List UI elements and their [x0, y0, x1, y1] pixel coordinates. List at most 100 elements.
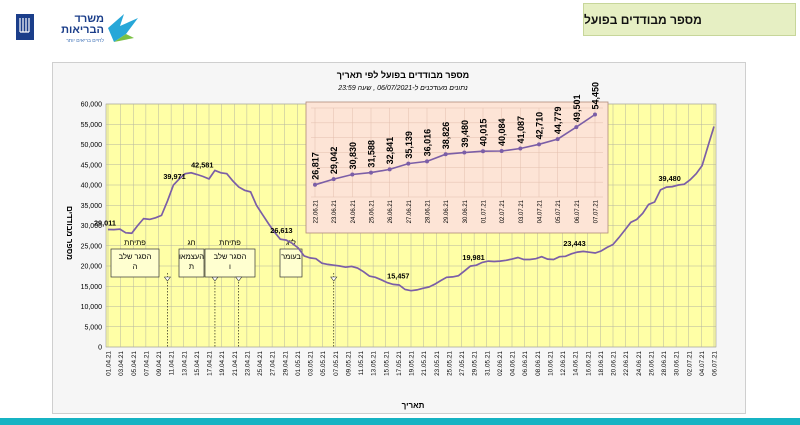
inset-x-tick-label: 30.06.21 [463, 199, 469, 223]
inset-value-label: 29,042 [329, 147, 339, 175]
x-tick-label: 16.06.21 [585, 351, 592, 376]
x-tick-label: 21.04.21 [232, 351, 239, 376]
annotation-text: העצמאו [179, 252, 204, 261]
x-tick-label: 08.06.21 [535, 351, 542, 376]
y-tick-label: 0 [98, 345, 102, 352]
x-tick-label: 13.04.21 [181, 351, 188, 376]
x-tick-label: 23.05.21 [434, 351, 441, 376]
inset-value-label: 36,016 [423, 129, 433, 157]
x-tick-label: 01.04.21 [106, 351, 113, 376]
inset-point [499, 149, 504, 154]
x-tick-label: 01.05.21 [295, 351, 302, 376]
y-tick-label: 55,000 [81, 122, 103, 129]
data-label: 39,480 [658, 174, 680, 183]
annotation-text: הסגר שלב [214, 252, 247, 261]
y-tick-label: 60,000 [81, 102, 103, 109]
x-tick-label: 04.06.21 [510, 351, 517, 376]
x-tick-label: 12.06.21 [560, 351, 567, 376]
x-tick-label: 06.06.21 [522, 351, 529, 376]
chart-frame: מספר מבודדים בפועל לפי תאריך נתונים מעוד… [52, 62, 746, 414]
ministry-logo: משרד הבריאות לחיים בריאים יותר [12, 8, 142, 48]
x-tick-label: 11.04.21 [169, 351, 176, 376]
inset-point [313, 182, 317, 187]
footer-bar [0, 418, 800, 425]
y-tick-label: 45,000 [81, 162, 103, 169]
data-label: 19,981 [462, 253, 484, 262]
x-tick-label: 26.06.21 [648, 351, 655, 376]
inset-value-label: 31,588 [367, 140, 377, 168]
inset-value-label: 30,830 [348, 142, 358, 170]
y-tick-label: 30,000 [81, 223, 103, 230]
inset-value-label: 39,480 [460, 120, 470, 148]
inset-point [406, 161, 411, 166]
x-tick-label: 09.05.21 [345, 351, 352, 376]
inset-x-tick-label: 28.06.21 [426, 199, 432, 223]
x-tick-label: 13.05.21 [371, 351, 378, 376]
inset-x-tick-label: 05.07.21 [556, 199, 562, 223]
inset-point [331, 177, 336, 182]
x-tick-label: 15.05.21 [383, 351, 390, 376]
y-tick-label: 35,000 [81, 203, 103, 210]
y-tick-label: 5,000 [84, 324, 102, 331]
inset-value-label: 32,841 [385, 137, 395, 165]
chart-title: מספר מבודדים בפועל לפי תאריך [337, 70, 469, 80]
x-tick-label: 02.06.21 [497, 351, 504, 376]
annotation-arrow-icon [330, 276, 338, 282]
x-tick-label: 05.04.21 [131, 351, 138, 376]
x-tick-label: 23.04.21 [244, 351, 251, 376]
x-tick-label: 14.06.21 [573, 351, 580, 376]
x-tick-label: 19.05.21 [409, 351, 416, 376]
data-label: 26,613 [270, 226, 292, 235]
x-tick-label: 24.06.21 [636, 351, 643, 376]
x-tick-label: 05.05.21 [320, 351, 327, 376]
x-tick-label: 31.05.21 [484, 351, 491, 376]
inset-point [369, 170, 373, 175]
bird-logo-icon [108, 14, 138, 42]
x-tick-label: 25.05.21 [446, 351, 453, 376]
slide-title-box: מספר מבודדים בפועל [583, 3, 796, 36]
inset-value-label: 41,087 [516, 116, 526, 144]
inset-point [425, 159, 429, 164]
y-tick-label: 15,000 [81, 284, 103, 291]
annotation-text: ה [133, 262, 138, 271]
annotation-text: בעומר [281, 252, 301, 261]
annotation-text: ת [189, 262, 194, 271]
data-label: 29,011 [94, 219, 116, 228]
inset-value-label: 42,710 [535, 112, 545, 140]
inset-x-tick-label: 24.06.21 [351, 199, 357, 223]
annotation-arrow-icon [163, 276, 172, 282]
data-label: 23,443 [563, 239, 585, 248]
inset-value-label: 54,450 [591, 82, 601, 110]
x-tick-label: 18.06.21 [598, 351, 605, 376]
inset-point [350, 172, 355, 177]
x-tick-label: 29.04.21 [282, 351, 289, 376]
inset-value-label: 40,015 [479, 119, 489, 147]
x-tick-label: 15.04.21 [194, 351, 201, 376]
inset-value-label: 40,084 [497, 118, 507, 146]
annotation-text: ו [229, 262, 231, 271]
inset-value-label: 49,501 [572, 95, 582, 123]
x-tick-label: 21.05.21 [421, 351, 428, 376]
inset-point [537, 142, 541, 147]
x-tick-label: 28.06.21 [661, 351, 668, 376]
x-tick-label: 17.05.21 [396, 351, 403, 376]
annotation-box [279, 248, 303, 278]
annotation-text: פתיחת [219, 238, 241, 247]
inset-chart: 26,817 22.06.21 29,042 23.06.21 30,830 24.06.… [305, 82, 609, 234]
series-line [107, 126, 715, 292]
annotation-text: חג [187, 238, 195, 247]
x-tick-label: 25.04.21 [257, 351, 264, 376]
annotation-box [178, 248, 205, 278]
x-tick-label: 02.07.21 [686, 351, 693, 376]
inset-value-label: 44,779 [553, 107, 563, 135]
inset-value-label: 35,139 [404, 131, 414, 159]
y-tick-label: 25,000 [81, 243, 103, 250]
inset-x-tick-label: 26.06.21 [388, 199, 394, 223]
x-tick-label: 11.05.21 [358, 351, 365, 376]
x-tick-labels: 01.04.21 03.04.21 05.04.21 07.04.21 09.04.21… [106, 351, 719, 376]
inset-point [593, 112, 597, 117]
y-tick-label: 10,000 [81, 304, 103, 311]
chart-subtitle: נתונים מעודכנים ל-06/07/2021 , שעה 23:59 [337, 84, 468, 92]
x-tick-label: 04.07.21 [699, 351, 706, 376]
